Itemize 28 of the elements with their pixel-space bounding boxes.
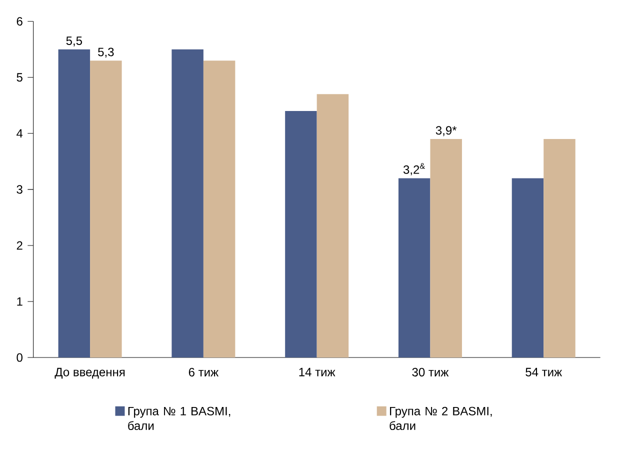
y-tick-label: 5 bbox=[16, 73, 22, 82]
data-label: 3,9* bbox=[436, 126, 457, 136]
y-tick-label: 0 bbox=[16, 353, 22, 362]
bar bbox=[285, 111, 317, 358]
y-tick-label: 3 bbox=[16, 185, 22, 194]
bar bbox=[90, 60, 122, 358]
bar bbox=[544, 139, 576, 358]
data-label: 3,2$^{&}$ bbox=[403, 163, 425, 176]
bar bbox=[398, 178, 430, 358]
y-tick-label: 6 bbox=[16, 17, 22, 26]
y-tick-label: 2 bbox=[16, 241, 22, 250]
x-tick-label: 6 тиж bbox=[188, 368, 219, 376]
bar bbox=[172, 49, 204, 358]
x-tick-label: 14 тиж bbox=[299, 368, 336, 376]
y-tick-label: 4 bbox=[16, 129, 23, 138]
data-label: 5,5 bbox=[66, 36, 82, 46]
legend-label: Група № 2 BASMI, бали bbox=[390, 406, 492, 430]
x-tick-label: 30 тиж bbox=[412, 368, 449, 376]
y-tick-label: 1 bbox=[17, 297, 22, 306]
bar bbox=[203, 60, 236, 358]
legend-label: Група № 1 BASMI, бали bbox=[128, 406, 230, 430]
data-label: 5,3 bbox=[98, 48, 114, 58]
bar bbox=[58, 49, 90, 358]
bar bbox=[512, 178, 544, 358]
x-tick-label: 54 тиж bbox=[526, 368, 562, 376]
x-tick-label: До введення bbox=[54, 368, 125, 379]
bar bbox=[430, 139, 462, 358]
bar bbox=[316, 94, 349, 358]
